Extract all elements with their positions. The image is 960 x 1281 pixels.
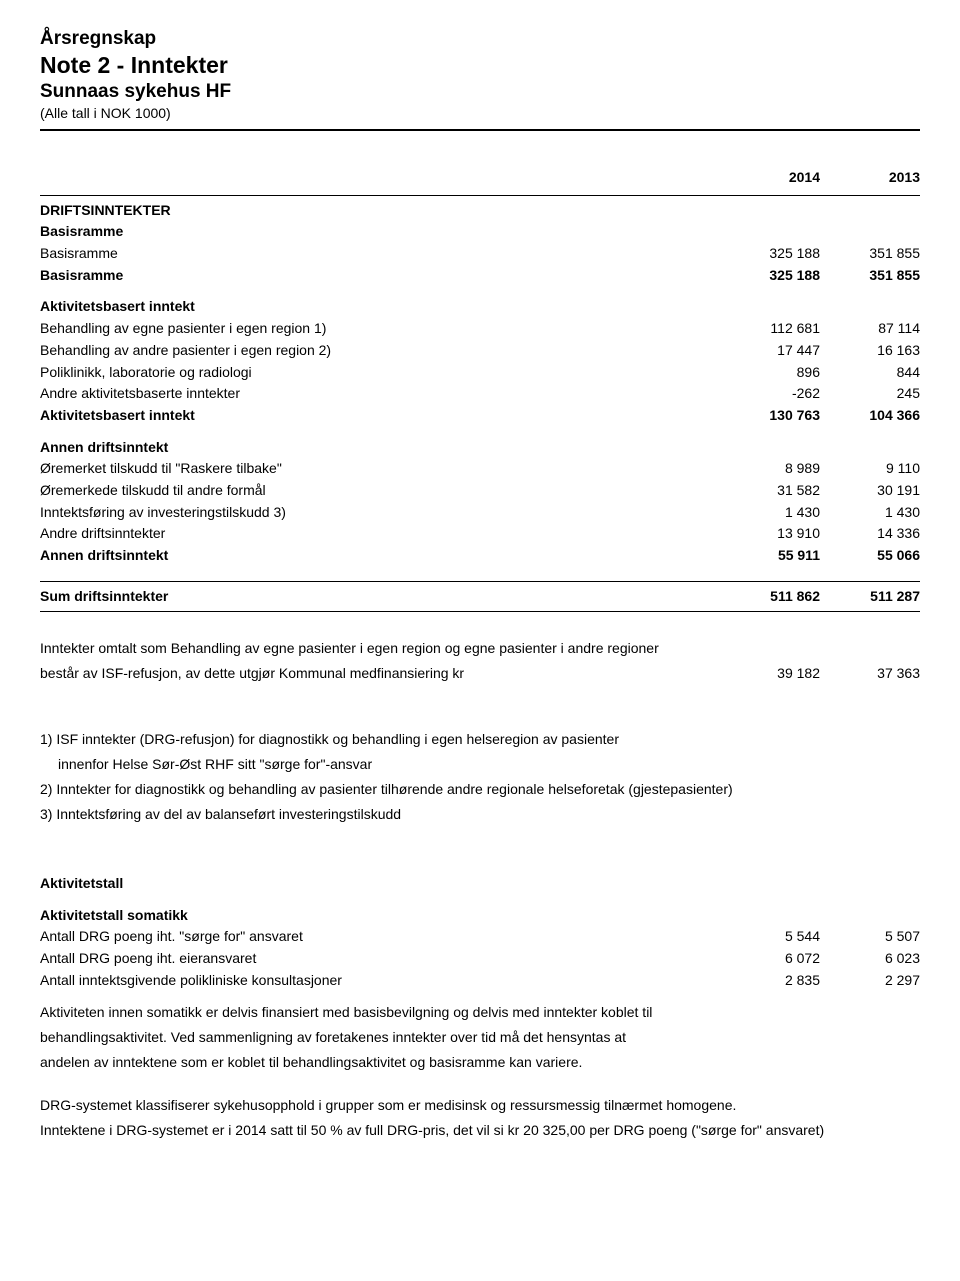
title-note: Note 2 - Inntekter	[40, 52, 920, 79]
table-row: Inntektsføring av investeringstilskudd 3…	[40, 502, 920, 524]
footnote-2: 2) Inntekter for diagnostikk og behandli…	[40, 779, 920, 800]
year-col-1: 2014	[720, 167, 820, 189]
driftsinntekter-header: DRIFTSINNTEKTER	[40, 200, 920, 222]
somatikk-header: Aktivitetstall somatikk	[40, 905, 920, 927]
title-arsregnskap: Årsregnskap	[40, 28, 920, 50]
title-entity: Sunnaas sykehus HF	[40, 81, 920, 103]
table-row: Andre aktivitetsbaserte inntekter -262 2…	[40, 383, 920, 405]
isf-line-row: består av ISF-refusjon, av dette utgjør …	[40, 663, 920, 685]
isf-intro-text: Inntekter omtalt som Behandling av egne …	[40, 638, 920, 659]
year-col-2: 2013	[820, 167, 920, 189]
activity-paragraph: Aktiviteten innen somatikk er delvis fin…	[40, 1002, 920, 1073]
table-row: Antall inntektsgivende polikliniske kons…	[40, 970, 920, 992]
aktivitetstall-header: Aktivitetstall	[40, 873, 920, 895]
table-row: Øremerket tilskudd til "Raskere tilbake"…	[40, 458, 920, 480]
financial-table: 2014 2013 DRIFTSINNTEKTER Basisramme Bas…	[40, 167, 920, 1141]
subtitle-currency: (Alle tall i NOK 1000)	[40, 105, 920, 121]
footnote-3: 3) Inntektsføring av del av balanseført …	[40, 804, 920, 825]
basisramme-row: Basisramme 325 188 351 855	[40, 243, 920, 265]
aktivitet-header: Aktivitetsbasert inntekt	[40, 296, 920, 318]
table-row: Behandling av egne pasienter i egen regi…	[40, 318, 920, 340]
table-row: Antall DRG poeng iht. "sørge for" ansvar…	[40, 926, 920, 948]
footnote-1: 1) ISF inntekter (DRG-refusjon) for diag…	[40, 729, 920, 750]
table-row: Behandling av andre pasienter i egen reg…	[40, 340, 920, 362]
footnote-1b: innenfor Helse Sør-Øst RHF sitt "sørge f…	[40, 754, 920, 775]
basisramme-header: Basisramme	[40, 221, 920, 243]
basisramme-sum-row: Basisramme 325 188 351 855	[40, 265, 920, 287]
annen-header: Annen driftsinntekt	[40, 437, 920, 459]
document-header: Årsregnskap Note 2 - Inntekter Sunnaas s…	[40, 28, 920, 121]
table-row: Andre driftsinntekter 13 910 14 336	[40, 523, 920, 545]
header-rule	[40, 129, 920, 131]
table-row: Øremerkede tilskudd til andre formål 31 …	[40, 480, 920, 502]
year-rule	[40, 195, 920, 196]
aktivitet-sum-row: Aktivitetsbasert inntekt 130 763 104 366	[40, 405, 920, 427]
table-row: Antall DRG poeng iht. eieransvaret 6 072…	[40, 948, 920, 970]
total-sum-row: Sum driftsinntekter 511 862 511 287	[40, 581, 920, 613]
section-label: DRIFTSINNTEKTER	[40, 200, 720, 222]
drg-paragraph: DRG-systemet klassifiserer sykehusopphol…	[40, 1095, 920, 1141]
year-header-row: 2014 2013	[40, 167, 920, 189]
annen-sum-row: Annen driftsinntekt 55 911 55 066	[40, 545, 920, 567]
table-row: Poliklinikk, laboratorie og radiologi 89…	[40, 362, 920, 384]
